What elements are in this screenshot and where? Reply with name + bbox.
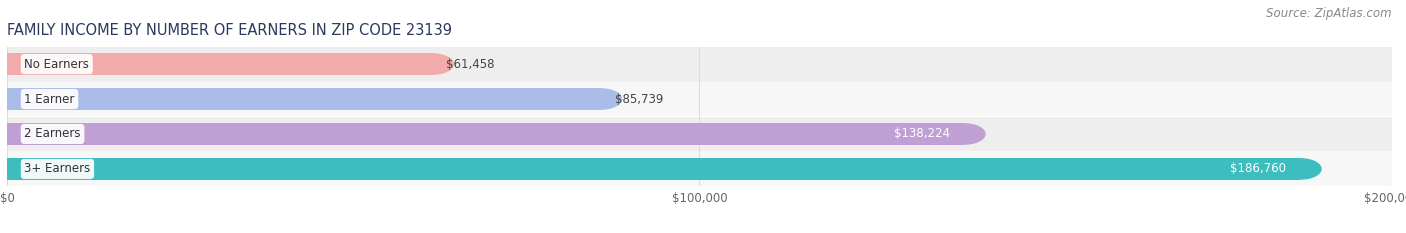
Bar <box>7 53 433 75</box>
Text: No Earners: No Earners <box>24 58 89 71</box>
Bar <box>7 151 1392 186</box>
Text: 2 Earners: 2 Earners <box>24 127 80 140</box>
Bar <box>7 116 1392 151</box>
Ellipse shape <box>942 123 986 145</box>
Text: $61,458: $61,458 <box>447 58 495 71</box>
Text: FAMILY INCOME BY NUMBER OF EARNERS IN ZIP CODE 23139: FAMILY INCOME BY NUMBER OF EARNERS IN ZI… <box>7 24 453 38</box>
Ellipse shape <box>411 53 454 75</box>
Bar <box>7 88 600 110</box>
Text: $186,760: $186,760 <box>1230 162 1286 175</box>
Bar <box>7 123 965 145</box>
Text: Source: ZipAtlas.com: Source: ZipAtlas.com <box>1267 7 1392 20</box>
Ellipse shape <box>1279 158 1322 180</box>
Text: 3+ Earners: 3+ Earners <box>24 162 90 175</box>
Bar <box>7 47 1392 82</box>
Text: $85,739: $85,739 <box>614 93 664 106</box>
Text: $138,224: $138,224 <box>894 127 950 140</box>
Bar <box>7 82 1392 116</box>
Bar <box>7 158 1301 180</box>
Ellipse shape <box>579 88 623 110</box>
Text: 1 Earner: 1 Earner <box>24 93 75 106</box>
